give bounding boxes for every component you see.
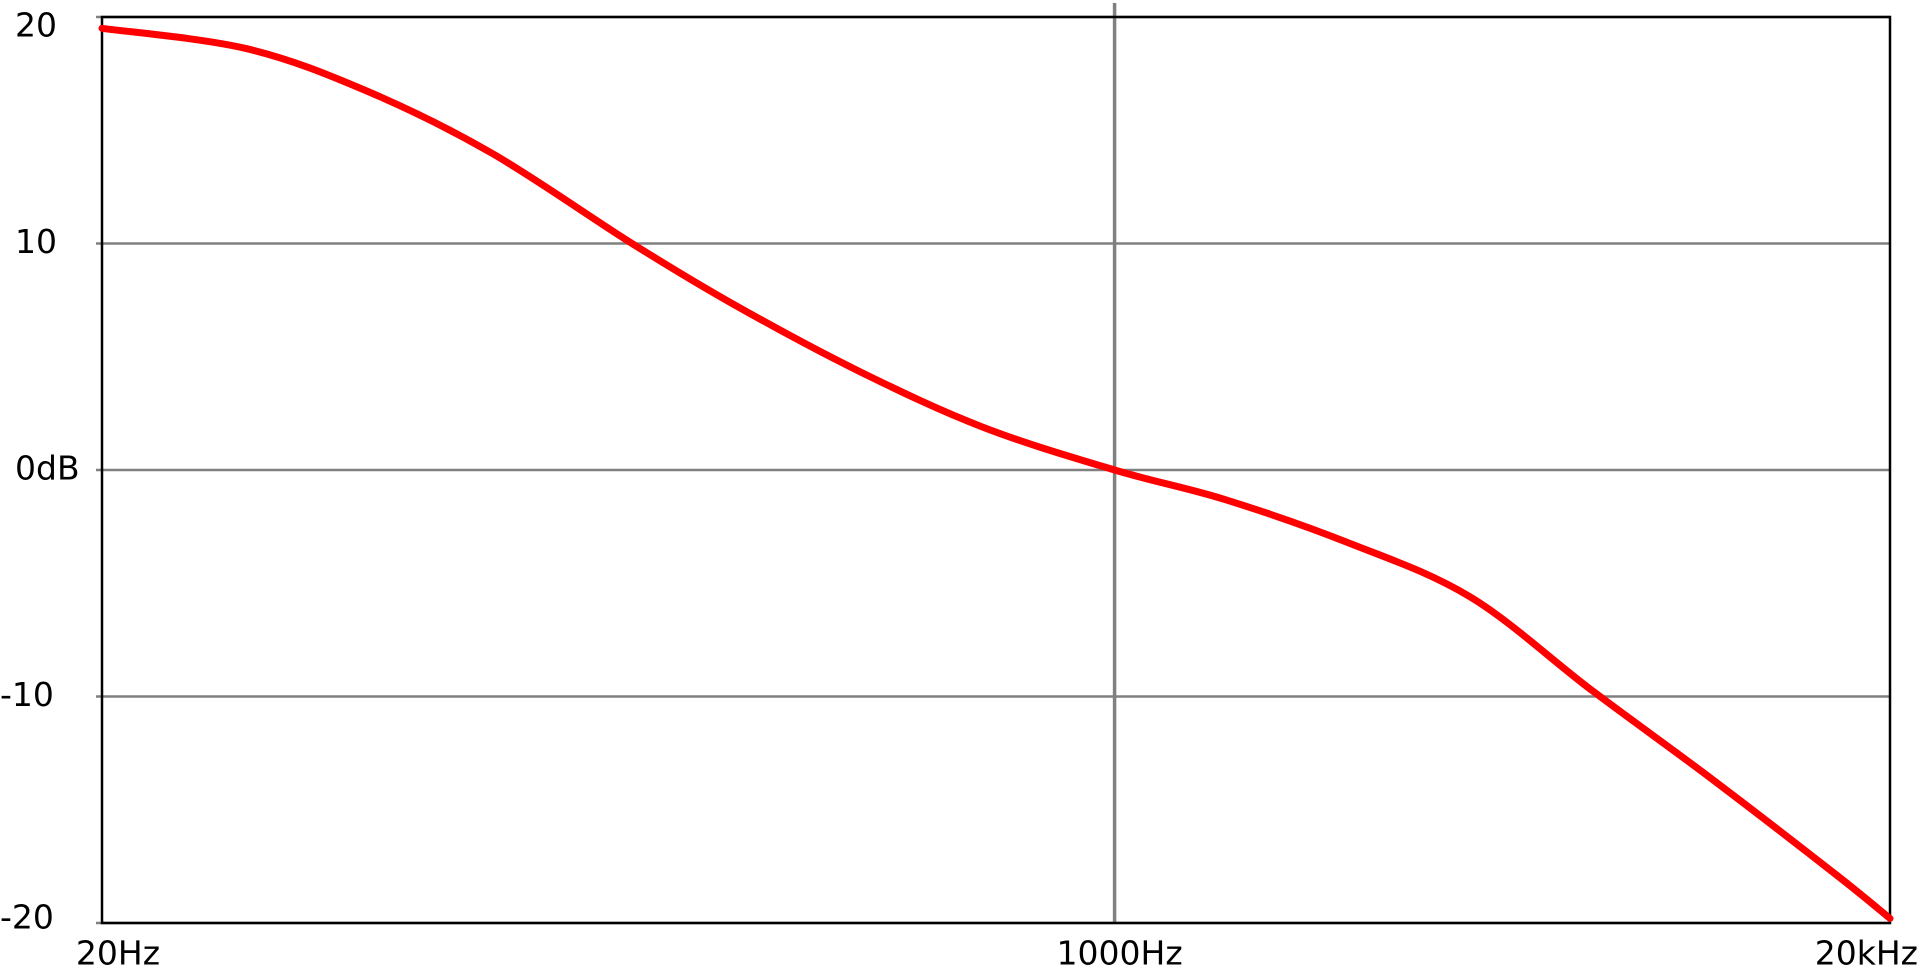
plot-frame [100,15,1892,925]
x-tick-label: 20Hz [76,934,160,971]
y-tick-label: 0dB [15,449,80,488]
y-tick-label: -20 [0,898,54,937]
x-tick-label: 1000Hz [1057,934,1183,971]
y-tick-label: 10 [15,222,57,261]
x-tick-label: 20kHz [1815,934,1918,971]
y-tick-label: -10 [0,675,54,714]
response-curve [98,24,1894,922]
y-tick-label: 20 [15,6,57,45]
